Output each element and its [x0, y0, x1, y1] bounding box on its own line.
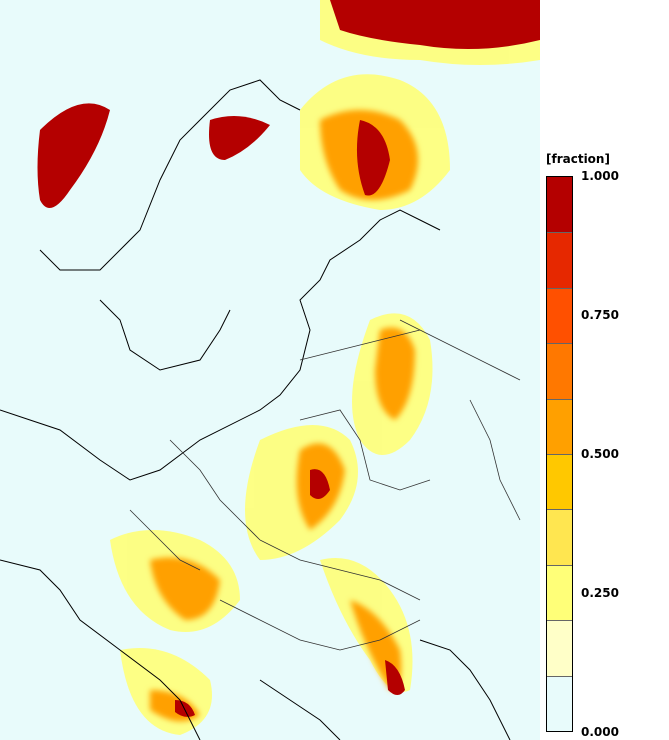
legend-bin — [547, 398, 572, 454]
legend-tick-label: 0.750 — [581, 308, 619, 322]
legend-tick-label: 1.000 — [581, 169, 619, 183]
legend-bin — [547, 287, 572, 344]
legend-colorbar — [546, 176, 573, 732]
legend-bin — [547, 343, 572, 399]
legend-tick-label: 0.500 — [581, 447, 619, 461]
snow-fraction-map — [0, 0, 540, 740]
legend-bin — [547, 232, 572, 288]
legend-bin — [547, 509, 572, 565]
legend-bin — [547, 564, 572, 621]
legend-bin — [547, 675, 572, 731]
legend-bin — [547, 620, 572, 676]
legend-tick-label: 0.000 — [581, 725, 619, 739]
legend-unit-label: [fraction] — [546, 152, 610, 166]
coastlines — [0, 79, 511, 740]
country-borders — [129, 319, 521, 651]
fraction-field-high — [37, 0, 540, 717]
legend-bin — [547, 454, 572, 510]
legend-bin — [547, 177, 572, 233]
legend-tick-label: 0.250 — [581, 586, 619, 600]
